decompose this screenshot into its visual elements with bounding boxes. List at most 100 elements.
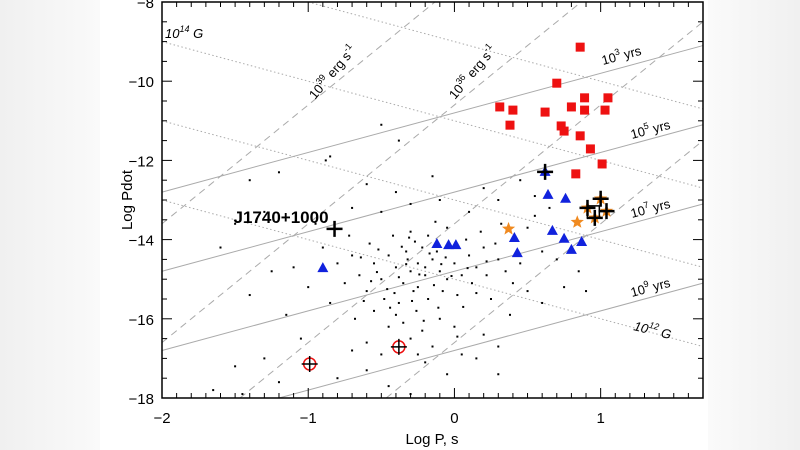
magnetar-square <box>571 169 581 179</box>
pulsar-dot <box>405 250 408 253</box>
pulsar-dot <box>432 284 435 287</box>
pulsar-dot <box>533 195 536 198</box>
triangle-marker <box>508 232 520 243</box>
pulsar-dot <box>336 377 339 380</box>
pulsar-dot <box>277 171 280 174</box>
pulsar-dot <box>466 267 469 270</box>
magnetar-square <box>597 159 607 169</box>
pulsar-dot <box>370 280 373 283</box>
pulsar-dot <box>475 292 478 295</box>
pulsar-dot <box>453 262 456 265</box>
magnetar-square <box>580 105 590 115</box>
pulsar-dot <box>440 263 443 266</box>
pulsar-dot <box>465 238 468 241</box>
pulsar-dot <box>424 274 427 277</box>
triangle-marker <box>565 243 577 254</box>
pulsar-dot <box>397 139 400 142</box>
age-label-7: 107 yrs <box>628 194 672 221</box>
pulsar-dot <box>468 210 471 213</box>
pulsar-dot <box>336 262 339 265</box>
pulsar-dot <box>462 305 465 308</box>
pulsar-dot <box>450 275 453 278</box>
pulsar-dot <box>446 226 449 229</box>
magnetar-square <box>552 78 562 88</box>
edot-label-36: 1036 erg s-1 <box>444 41 499 102</box>
magnetar-square <box>540 107 550 117</box>
pulsar-dot <box>248 179 251 182</box>
plus-marker <box>326 220 343 237</box>
field-line <box>161 41 704 189</box>
pulsar-dot <box>475 266 478 269</box>
y-tick-label: −16 <box>129 312 154 329</box>
magnetar-square <box>556 121 566 131</box>
plus-marker <box>390 338 407 355</box>
y-tick-label: −18 <box>129 391 154 408</box>
y-tick-label: −12 <box>129 153 154 170</box>
pulsar-dot <box>421 246 424 249</box>
pulsar-dot <box>456 294 459 297</box>
x-tick-label: −2 <box>153 410 170 427</box>
pulsar-dot <box>416 262 419 265</box>
pulsar-dot <box>475 357 478 360</box>
pulsar-dot <box>427 298 430 300</box>
pulsar-dot <box>415 309 418 312</box>
y-axis-label: Log Pdot <box>119 169 136 230</box>
pulsar-dot <box>409 337 412 340</box>
plus-marker <box>592 190 609 207</box>
plus-marker <box>586 209 603 226</box>
pulsar-dot <box>413 240 416 243</box>
pulsar-dot <box>411 299 414 302</box>
pulsar-dot <box>329 301 332 304</box>
plus-marker <box>598 203 615 220</box>
triangle-marker <box>576 235 588 246</box>
pulsar-dot <box>380 278 383 281</box>
x-tick-label: −1 <box>300 410 317 427</box>
pulsar-dot <box>324 159 327 162</box>
pulsar-dot <box>394 191 397 194</box>
pulsar-dot <box>470 282 473 285</box>
pulsar-dot <box>409 270 412 273</box>
pulsar-dot <box>555 258 558 261</box>
pulsar-dot <box>321 246 324 249</box>
pulsar-dot <box>263 357 266 360</box>
magnetar-square <box>559 126 569 136</box>
pulsar-dot <box>409 230 412 233</box>
pulsar-dot <box>519 179 522 182</box>
pulsar-dot <box>270 270 273 273</box>
star-marker <box>501 221 516 235</box>
y-tick-label: −10 <box>129 74 154 91</box>
edot-line <box>161 1 582 343</box>
field-line <box>308 1 704 110</box>
pulsar-dot <box>446 278 449 281</box>
pulsar-dot <box>409 202 412 205</box>
triangle-marker <box>431 237 443 248</box>
pulsar-dot <box>508 313 511 316</box>
pulsar-dot <box>489 298 492 300</box>
pulsar-dot <box>365 183 368 186</box>
pulsar-dot <box>248 294 251 297</box>
age-label-3: 103 yrs <box>599 41 643 68</box>
magnetar-square <box>585 144 595 154</box>
pulsar-dot <box>504 270 507 273</box>
field-line <box>161 199 704 348</box>
pulsar-dot <box>408 236 411 239</box>
plus-marker <box>301 355 318 372</box>
pulsar-dot <box>373 262 376 265</box>
pulsar-dot <box>485 274 488 277</box>
pulsar-dot <box>212 389 215 392</box>
pulsar-dot <box>460 274 463 277</box>
pulsar-dot <box>358 274 361 277</box>
figure-area: 1014 G 1012 G 103 yrs 105 yrs 107 yrs 109 yrs… <box>100 0 708 450</box>
pulsar-dot <box>428 252 431 255</box>
plus-marker <box>537 163 554 180</box>
pulsar-dot <box>362 299 365 302</box>
triangle-marker <box>546 224 558 235</box>
pulsar-dot <box>427 234 430 237</box>
pulsar-dot <box>541 250 544 253</box>
triangle-marker <box>317 262 329 273</box>
pulsar-dot <box>446 373 449 376</box>
age-line <box>161 45 704 193</box>
pulsar-dot <box>424 361 427 364</box>
magnetar-square <box>505 120 515 130</box>
pulsar-dot <box>494 242 497 245</box>
